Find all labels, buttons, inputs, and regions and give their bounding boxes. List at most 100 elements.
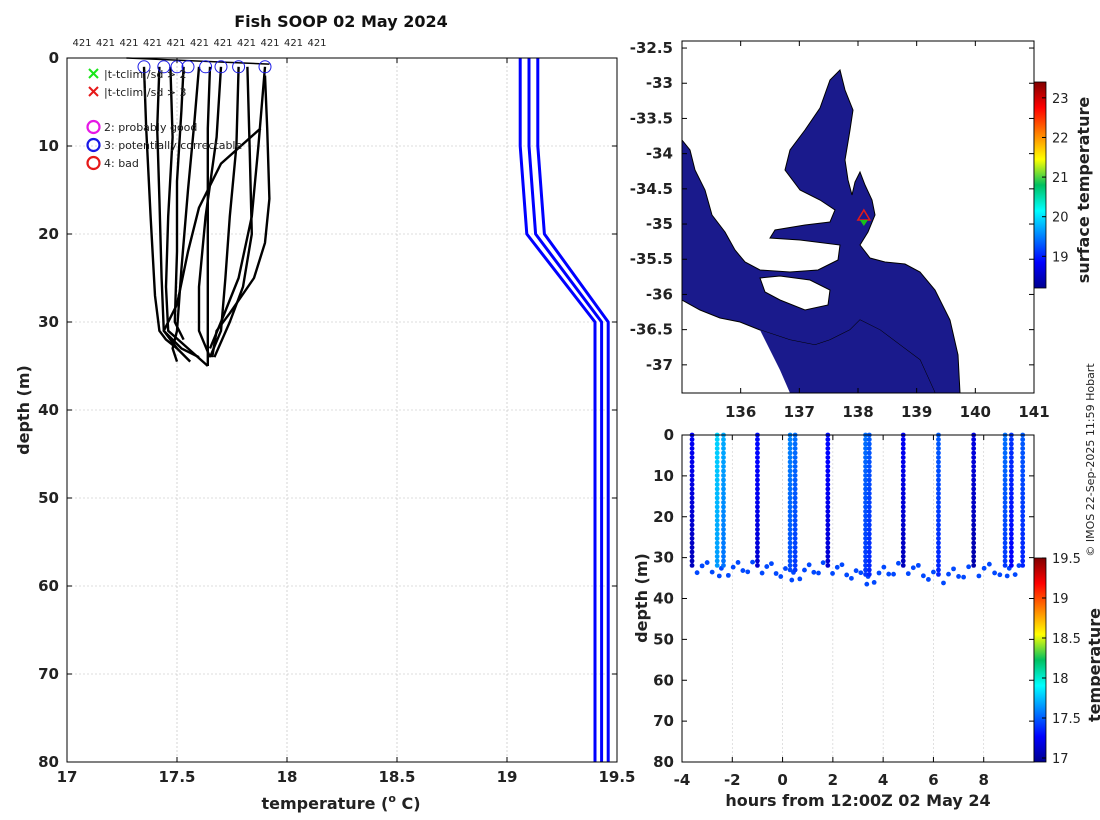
cast-count-label: 421 bbox=[96, 38, 115, 49]
map-y-tick-label: -32.5 bbox=[630, 39, 673, 57]
data-point bbox=[792, 437, 798, 442]
data-point bbox=[714, 518, 720, 523]
y-tick-label: 50 bbox=[38, 489, 59, 507]
data-point bbox=[866, 509, 872, 514]
data-point bbox=[936, 553, 941, 559]
temperature-colorbar-tick-label: 19.5 bbox=[1052, 552, 1081, 567]
data-point bbox=[755, 562, 760, 568]
data-point bbox=[689, 450, 695, 456]
data-point bbox=[714, 468, 720, 474]
data-point bbox=[971, 504, 977, 510]
time-depth-y-label: depth (m) bbox=[632, 553, 651, 643]
data-point bbox=[863, 518, 868, 523]
data-point bbox=[755, 473, 760, 478]
depth-tick-label: 70 bbox=[653, 712, 674, 730]
data-point bbox=[721, 504, 726, 510]
profile-line bbox=[206, 66, 212, 366]
data-point bbox=[689, 553, 695, 559]
data-point bbox=[787, 482, 793, 487]
data-point bbox=[787, 500, 793, 505]
profile-line bbox=[197, 66, 223, 358]
data-point bbox=[866, 482, 872, 487]
cast-count-label: 421 bbox=[260, 38, 279, 49]
data-point bbox=[936, 500, 941, 505]
data-point bbox=[1008, 441, 1014, 447]
data-point bbox=[689, 495, 695, 501]
data-point bbox=[1002, 491, 1008, 496]
data-point bbox=[1002, 545, 1008, 550]
data-point bbox=[1020, 482, 1026, 487]
map-colorbar-tick-label: 21 bbox=[1052, 171, 1069, 186]
data-point bbox=[787, 562, 793, 568]
data-point bbox=[721, 558, 726, 564]
data-point bbox=[689, 473, 695, 478]
data-point bbox=[900, 473, 906, 478]
data-point bbox=[699, 563, 705, 569]
data-point bbox=[866, 495, 872, 501]
data-point bbox=[714, 459, 720, 465]
data-point bbox=[936, 513, 941, 519]
data-point bbox=[1008, 500, 1014, 505]
data-point bbox=[773, 571, 779, 576]
data-point bbox=[1002, 562, 1008, 568]
data-point bbox=[787, 473, 793, 478]
data-point bbox=[866, 545, 872, 550]
data-point bbox=[992, 570, 998, 576]
legend-marker bbox=[88, 68, 99, 79]
data-point bbox=[1008, 513, 1014, 519]
data-point bbox=[825, 482, 831, 487]
data-point bbox=[900, 545, 906, 550]
data-point bbox=[971, 562, 977, 568]
data-point bbox=[820, 560, 826, 566]
data-point bbox=[755, 513, 760, 519]
data-point bbox=[971, 540, 977, 546]
data-point bbox=[936, 491, 941, 496]
data-point bbox=[721, 513, 726, 519]
data-point bbox=[886, 571, 892, 577]
data-point bbox=[714, 504, 720, 510]
profile-top-labels: 421 421 421 421 421 421 421 421 421 421 421 bbox=[72, 38, 326, 49]
data-point bbox=[1002, 549, 1008, 555]
data-point bbox=[1002, 464, 1008, 469]
data-point bbox=[689, 477, 695, 483]
temperature-colorbar-tick-label: 19 bbox=[1052, 592, 1069, 607]
x-tick-label: 17.5 bbox=[158, 768, 195, 786]
legend-marker bbox=[86, 119, 101, 135]
data-point bbox=[971, 450, 977, 456]
data-point bbox=[1002, 477, 1008, 483]
data-point bbox=[721, 540, 726, 546]
data-point bbox=[900, 504, 906, 510]
data-point bbox=[704, 560, 710, 565]
depth-tick-label: 30 bbox=[653, 549, 674, 567]
map-colorbar-tick-label: 22 bbox=[1052, 131, 1069, 146]
data-point bbox=[1020, 491, 1026, 496]
data-point bbox=[900, 527, 906, 532]
data-point bbox=[721, 441, 726, 447]
data-point bbox=[876, 570, 882, 576]
data-point bbox=[971, 455, 977, 460]
data-point bbox=[689, 527, 695, 532]
data-point bbox=[714, 509, 720, 514]
data-point bbox=[755, 504, 760, 510]
data-point bbox=[792, 450, 798, 456]
data-point bbox=[863, 464, 868, 469]
data-point bbox=[792, 527, 798, 532]
data-point bbox=[936, 455, 941, 460]
profile-line bbox=[171, 66, 201, 362]
data-point bbox=[755, 437, 760, 442]
data-point bbox=[792, 531, 798, 537]
depth-tick-label: 20 bbox=[653, 508, 674, 526]
data-point bbox=[825, 558, 831, 564]
data-point bbox=[971, 441, 977, 447]
data-point bbox=[866, 571, 872, 577]
map-colorbar-tick-label: 19 bbox=[1052, 250, 1069, 265]
data-point bbox=[1002, 446, 1008, 451]
data-point bbox=[714, 531, 720, 537]
data-point bbox=[863, 486, 868, 492]
data-point bbox=[863, 459, 868, 465]
cast-count-label: 421 bbox=[143, 38, 162, 49]
data-point bbox=[900, 441, 906, 447]
data-point bbox=[792, 545, 798, 550]
data-point bbox=[1020, 459, 1026, 465]
